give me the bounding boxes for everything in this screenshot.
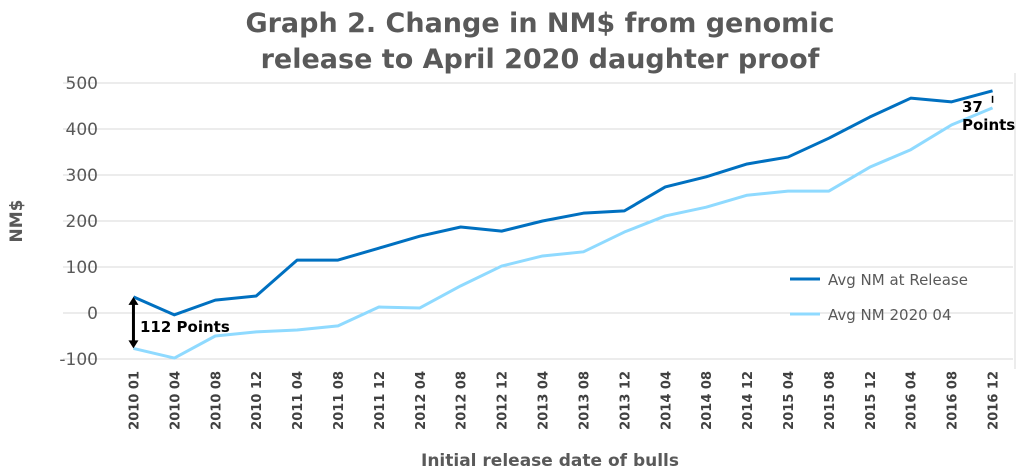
x-tick-label: 2016 08: [946, 371, 961, 430]
x-tick-label: 2010 04: [168, 371, 183, 430]
legend-label-release: Avg NM at Release: [828, 271, 968, 289]
x-tick-label: 2013 12: [618, 371, 633, 430]
arrow-112-points-head-bottom: [128, 340, 139, 349]
x-tick-label: 2010 01: [127, 371, 142, 430]
x-tick-label: 2011 08: [332, 371, 347, 430]
x-tick-label: 2014 12: [741, 371, 756, 430]
arrow-112-points-head-top: [128, 296, 139, 305]
y-tick-label: -100: [59, 350, 98, 370]
x-tick-label: 2016 04: [905, 371, 920, 430]
x-tick-label: 2013 08: [577, 371, 592, 430]
x-tick-label: 2011 04: [291, 371, 306, 430]
legend: Avg NM at Release Avg NM 2020 04: [790, 271, 968, 324]
y-tick-label: 500: [66, 74, 98, 94]
series-line-2020-04: [133, 106, 994, 360]
y-tick-label: 200: [66, 212, 98, 232]
y-tick-label: 100: [66, 258, 98, 278]
x-tick-label: 2015 04: [782, 371, 797, 430]
y-tick-label: 400: [66, 120, 98, 140]
y-tick-label: 300: [66, 166, 98, 186]
x-axis-label: Initial release date of bulls: [421, 451, 679, 471]
x-tick-label: 2010 08: [209, 371, 224, 430]
legend-label-2020: Avg NM 2020 04: [828, 306, 952, 324]
annotation-112-points: 112 Points: [140, 318, 230, 336]
x-tick-label: 2014 08: [700, 371, 715, 430]
annotation-37: 37: [962, 98, 983, 116]
x-tick-label: 2013 04: [537, 371, 552, 430]
x-tick-label: 2012 08: [455, 371, 470, 430]
x-tick-label: 2012 12: [496, 371, 511, 430]
x-tick-label: 2010 12: [250, 371, 265, 430]
chart-title-line1: Graph 2. Change in NM$ from genomic: [245, 8, 834, 39]
series-line-release: [132, 89, 993, 317]
x-tick-label: 2011 12: [373, 371, 388, 430]
x-tick-label: 2015 12: [864, 371, 879, 430]
x-tick-label: 2012 04: [414, 371, 429, 430]
x-tick-label: 2014 04: [659, 371, 674, 430]
chart-title-line2: release to April 2020 daughter proof: [261, 44, 820, 75]
x-tick-label: 2016 12: [987, 371, 1002, 430]
x-tick-label: 2015 08: [823, 371, 838, 430]
annotation-points: Points: [962, 116, 1015, 134]
y-tick-label: 0: [87, 304, 98, 324]
y-axis-label: NM$: [7, 200, 27, 243]
